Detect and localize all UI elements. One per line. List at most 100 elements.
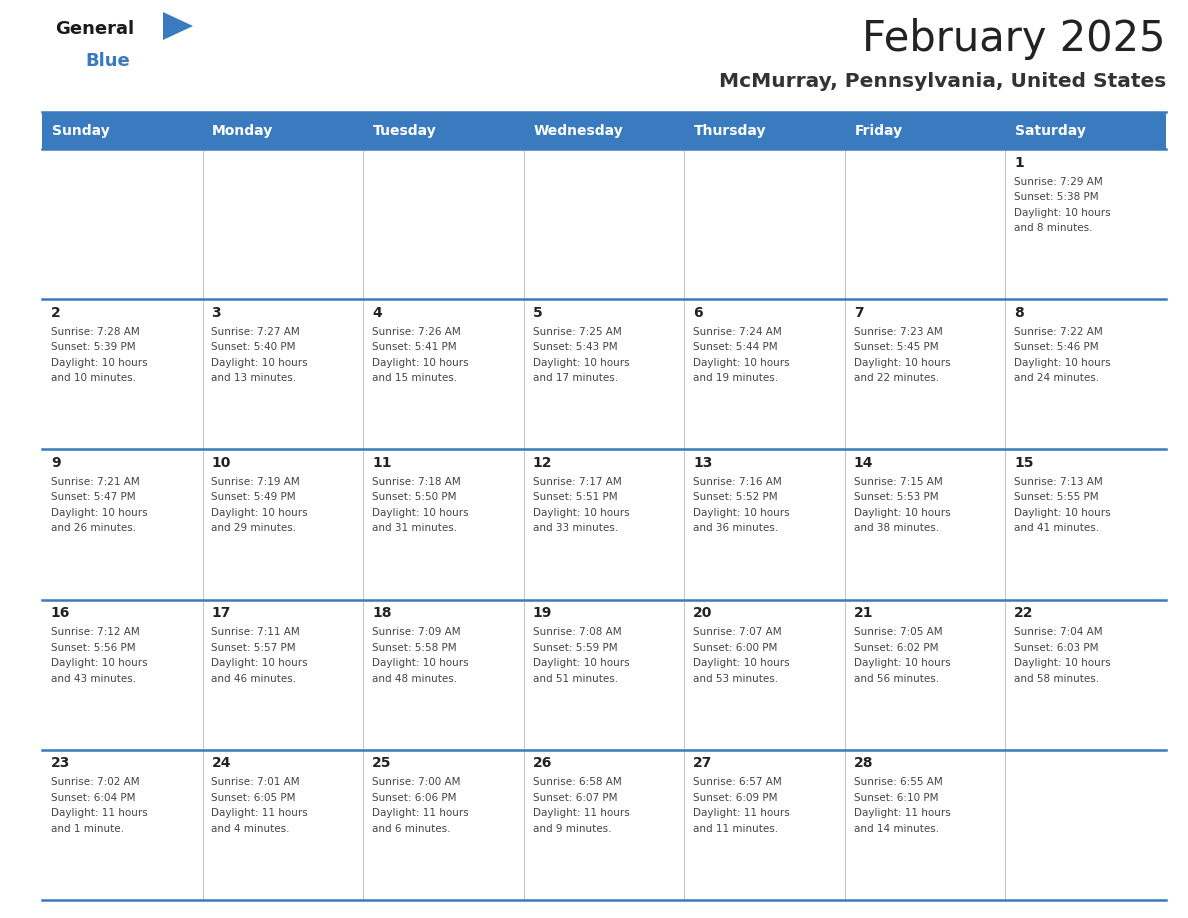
Text: Sunrise: 7:12 AM: Sunrise: 7:12 AM — [51, 627, 139, 637]
Text: and 33 minutes.: and 33 minutes. — [532, 523, 618, 533]
Text: 26: 26 — [532, 756, 552, 770]
Text: Daylight: 10 hours: Daylight: 10 hours — [532, 508, 630, 518]
Bar — [845, 299, 1005, 450]
Text: Daylight: 10 hours: Daylight: 10 hours — [51, 358, 147, 368]
Bar — [42, 149, 203, 299]
Bar — [364, 750, 524, 900]
Text: Daylight: 10 hours: Daylight: 10 hours — [372, 358, 468, 368]
Bar — [845, 450, 1005, 599]
Bar — [684, 299, 845, 450]
Text: Sunset: 5:43 PM: Sunset: 5:43 PM — [532, 342, 618, 353]
Bar — [684, 750, 845, 900]
Text: Sunset: 5:57 PM: Sunset: 5:57 PM — [211, 643, 296, 653]
Text: Sunrise: 7:24 AM: Sunrise: 7:24 AM — [693, 327, 782, 337]
Text: Daylight: 10 hours: Daylight: 10 hours — [693, 508, 790, 518]
Text: Sunset: 5:52 PM: Sunset: 5:52 PM — [693, 492, 778, 502]
Text: Daylight: 10 hours: Daylight: 10 hours — [854, 358, 950, 368]
Bar — [524, 750, 684, 900]
Text: Sunset: 6:05 PM: Sunset: 6:05 PM — [211, 793, 296, 803]
Bar — [1005, 599, 1165, 750]
Text: Sunrise: 6:55 AM: Sunrise: 6:55 AM — [854, 778, 942, 788]
Text: and 19 minutes.: and 19 minutes. — [693, 374, 778, 383]
Text: Sunset: 6:02 PM: Sunset: 6:02 PM — [854, 643, 939, 653]
Text: Sunset: 6:04 PM: Sunset: 6:04 PM — [51, 793, 135, 803]
Bar — [203, 750, 364, 900]
Polygon shape — [163, 12, 192, 40]
Text: February 2025: February 2025 — [862, 18, 1165, 60]
Text: 23: 23 — [51, 756, 70, 770]
Text: Sunrise: 7:17 AM: Sunrise: 7:17 AM — [532, 476, 621, 487]
Text: Sunset: 5:45 PM: Sunset: 5:45 PM — [854, 342, 939, 353]
Text: 4: 4 — [372, 306, 381, 319]
Text: and 56 minutes.: and 56 minutes. — [854, 674, 939, 684]
Text: Sunset: 5:41 PM: Sunset: 5:41 PM — [372, 342, 456, 353]
Text: Daylight: 10 hours: Daylight: 10 hours — [1015, 658, 1111, 668]
Text: Daylight: 10 hours: Daylight: 10 hours — [693, 658, 790, 668]
Text: Sunset: 5:49 PM: Sunset: 5:49 PM — [211, 492, 296, 502]
Text: 14: 14 — [854, 456, 873, 470]
Text: and 11 minutes.: and 11 minutes. — [693, 823, 778, 834]
Bar — [42, 450, 203, 599]
Text: Sunrise: 7:04 AM: Sunrise: 7:04 AM — [1015, 627, 1102, 637]
Text: Sunrise: 7:29 AM: Sunrise: 7:29 AM — [1015, 176, 1102, 186]
Text: and 26 minutes.: and 26 minutes. — [51, 523, 135, 533]
Bar — [845, 599, 1005, 750]
Text: Daylight: 10 hours: Daylight: 10 hours — [372, 508, 468, 518]
Text: 9: 9 — [51, 456, 61, 470]
Text: 24: 24 — [211, 756, 230, 770]
Bar — [203, 599, 364, 750]
Bar — [1005, 750, 1165, 900]
Text: Sunrise: 7:21 AM: Sunrise: 7:21 AM — [51, 476, 139, 487]
Text: 10: 10 — [211, 456, 230, 470]
Text: Sunset: 6:09 PM: Sunset: 6:09 PM — [693, 793, 778, 803]
Text: Daylight: 10 hours: Daylight: 10 hours — [1015, 508, 1111, 518]
Text: and 58 minutes.: and 58 minutes. — [1015, 674, 1099, 684]
Text: and 15 minutes.: and 15 minutes. — [372, 374, 457, 383]
Text: 6: 6 — [693, 306, 703, 319]
Text: and 41 minutes.: and 41 minutes. — [1015, 523, 1099, 533]
Text: Sunrise: 7:28 AM: Sunrise: 7:28 AM — [51, 327, 139, 337]
Text: Sunset: 6:10 PM: Sunset: 6:10 PM — [854, 793, 939, 803]
Text: 28: 28 — [854, 756, 873, 770]
Text: and 8 minutes.: and 8 minutes. — [1015, 223, 1093, 233]
Bar — [845, 149, 1005, 299]
Text: Sunrise: 7:13 AM: Sunrise: 7:13 AM — [1015, 476, 1102, 487]
Text: Sunset: 5:50 PM: Sunset: 5:50 PM — [372, 492, 456, 502]
Text: and 10 minutes.: and 10 minutes. — [51, 374, 135, 383]
Text: Sunset: 6:07 PM: Sunset: 6:07 PM — [532, 793, 617, 803]
Text: Sunset: 5:47 PM: Sunset: 5:47 PM — [51, 492, 135, 502]
Text: 5: 5 — [532, 306, 542, 319]
Text: 7: 7 — [854, 306, 864, 319]
Text: 8: 8 — [1015, 306, 1024, 319]
Bar — [364, 299, 524, 450]
Text: Sunset: 5:44 PM: Sunset: 5:44 PM — [693, 342, 778, 353]
Bar — [524, 299, 684, 450]
Text: Daylight: 10 hours: Daylight: 10 hours — [211, 658, 308, 668]
Text: Sunset: 5:39 PM: Sunset: 5:39 PM — [51, 342, 135, 353]
Bar — [203, 450, 364, 599]
Bar — [1005, 450, 1165, 599]
Text: Sunrise: 6:58 AM: Sunrise: 6:58 AM — [532, 778, 621, 788]
Text: Daylight: 10 hours: Daylight: 10 hours — [532, 358, 630, 368]
Text: Sunset: 5:53 PM: Sunset: 5:53 PM — [854, 492, 939, 502]
Text: Daylight: 11 hours: Daylight: 11 hours — [854, 809, 950, 818]
Text: and 17 minutes.: and 17 minutes. — [532, 374, 618, 383]
Text: Sunrise: 7:07 AM: Sunrise: 7:07 AM — [693, 627, 782, 637]
Bar — [42, 750, 203, 900]
Text: Daylight: 11 hours: Daylight: 11 hours — [372, 809, 469, 818]
Text: General: General — [55, 20, 134, 38]
Text: 1: 1 — [1015, 155, 1024, 170]
Text: Sunrise: 7:22 AM: Sunrise: 7:22 AM — [1015, 327, 1102, 337]
Text: Sunrise: 7:05 AM: Sunrise: 7:05 AM — [854, 627, 942, 637]
Bar — [524, 450, 684, 599]
Text: and 13 minutes.: and 13 minutes. — [211, 374, 297, 383]
Text: Sunset: 5:46 PM: Sunset: 5:46 PM — [1015, 342, 1099, 353]
Text: Sunrise: 7:01 AM: Sunrise: 7:01 AM — [211, 778, 301, 788]
Text: Sunrise: 7:27 AM: Sunrise: 7:27 AM — [211, 327, 301, 337]
Text: Daylight: 10 hours: Daylight: 10 hours — [211, 358, 308, 368]
Text: Sunrise: 7:15 AM: Sunrise: 7:15 AM — [854, 476, 942, 487]
Text: Sunrise: 7:08 AM: Sunrise: 7:08 AM — [532, 627, 621, 637]
Text: McMurray, Pennsylvania, United States: McMurray, Pennsylvania, United States — [719, 72, 1165, 91]
Text: 25: 25 — [372, 756, 392, 770]
Text: Daylight: 10 hours: Daylight: 10 hours — [211, 508, 308, 518]
